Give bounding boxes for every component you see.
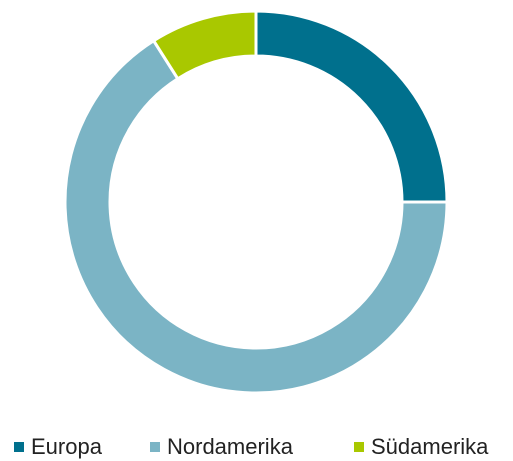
legend-label: Südamerika bbox=[371, 434, 489, 459]
legend-label: Nordamerika bbox=[167, 434, 294, 459]
donut-segment bbox=[63, 38, 449, 395]
legend-swatch bbox=[14, 442, 24, 452]
legend-swatch bbox=[354, 442, 364, 452]
donut-segment bbox=[254, 9, 449, 204]
donut-segment bbox=[151, 9, 258, 81]
legend-swatch bbox=[150, 442, 160, 452]
legend-label: Europa bbox=[31, 434, 103, 459]
